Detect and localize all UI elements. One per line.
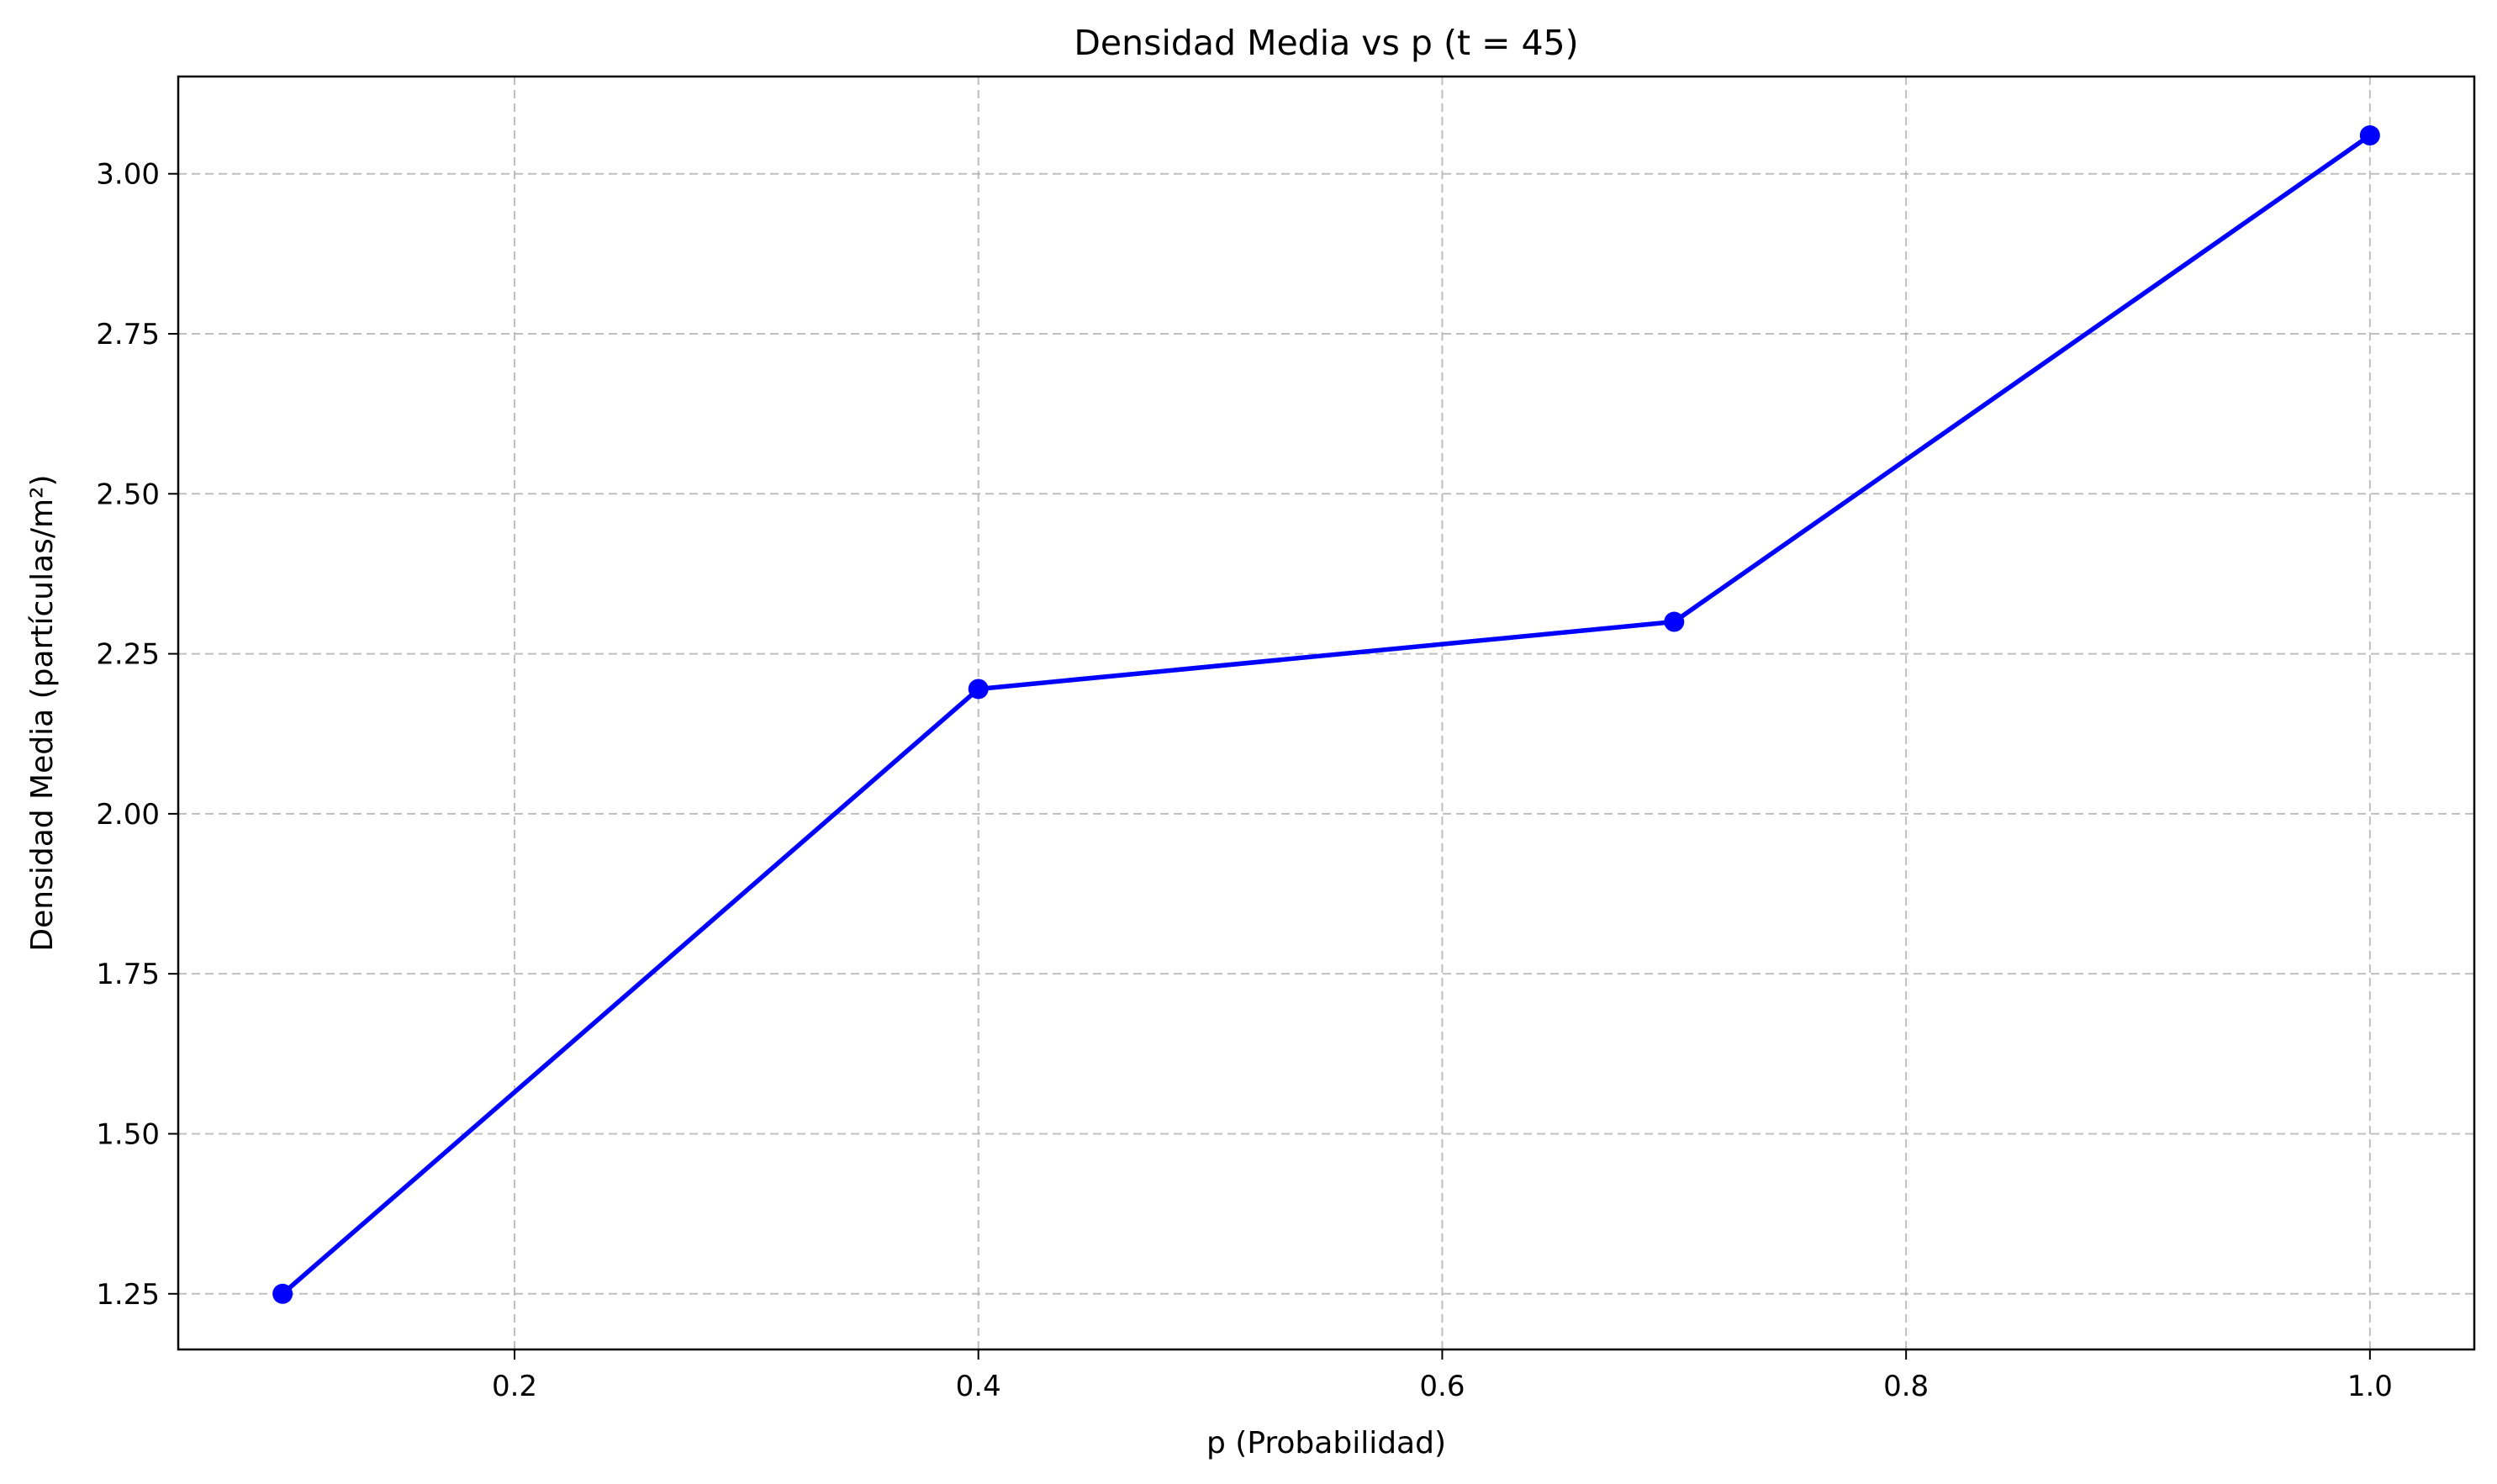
x-tick-label: 0.4 bbox=[956, 1370, 1001, 1403]
grid-layer bbox=[178, 77, 2474, 1349]
data-point bbox=[2359, 125, 2380, 146]
y-tick-label: 2.75 bbox=[96, 318, 160, 351]
series-line bbox=[281, 133, 2372, 1296]
y-tick-label: 1.25 bbox=[96, 1278, 160, 1312]
y-tick-label: 3.00 bbox=[96, 158, 160, 192]
data-point bbox=[272, 1283, 293, 1304]
x-tick-label: 0.8 bbox=[1883, 1370, 1929, 1403]
tick-layer: 0.2 0.4 0.6 0.8 1.0 1.25 1.50 1.75 2.00 2.25 2.50 2… bbox=[96, 158, 2393, 1403]
y-tick-label: 2.00 bbox=[96, 798, 160, 832]
x-tick-label: 1.0 bbox=[2347, 1370, 2393, 1403]
x-axis-label: p (Probabilidad) bbox=[1206, 1426, 1446, 1460]
chart-title: Densidad Media vs p (t = 45) bbox=[1074, 23, 1578, 63]
y-tick-label: 2.25 bbox=[96, 638, 160, 672]
y-tick-label: 1.75 bbox=[96, 958, 160, 991]
plot-frame bbox=[177, 75, 2476, 1351]
data-point bbox=[968, 679, 989, 700]
y-axis-label: Densidad Media (partículas/m²) bbox=[25, 474, 60, 951]
data-point bbox=[1664, 611, 1685, 632]
x-tick-label: 0.6 bbox=[1419, 1370, 1465, 1403]
y-tick-label: 2.50 bbox=[96, 478, 160, 511]
y-tick-label: 1.50 bbox=[96, 1117, 160, 1151]
series-layer bbox=[272, 125, 2380, 1304]
x-tick-label: 0.2 bbox=[492, 1370, 537, 1403]
